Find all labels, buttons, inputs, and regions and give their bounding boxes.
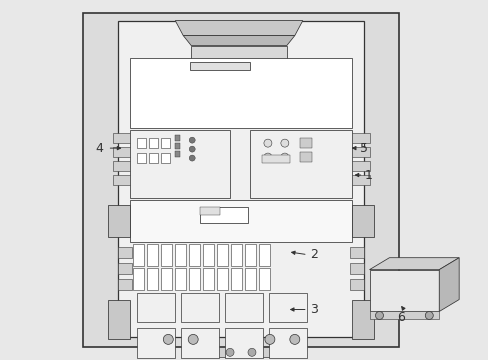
- Bar: [190, 62, 249, 71]
- Circle shape: [189, 137, 195, 143]
- Bar: [147, 244, 158, 266]
- Bar: [181, 293, 219, 323]
- Bar: [349, 279, 363, 289]
- Bar: [349, 263, 363, 274]
- Circle shape: [189, 155, 195, 161]
- Circle shape: [280, 153, 288, 161]
- Bar: [161, 268, 172, 289]
- Bar: [175, 151, 180, 157]
- Bar: [147, 268, 158, 289]
- Bar: [82, 13, 399, 347]
- Circle shape: [425, 311, 432, 319]
- Text: 3: 3: [309, 303, 317, 316]
- Bar: [175, 268, 186, 289]
- Circle shape: [247, 348, 255, 356]
- Bar: [118, 263, 132, 274]
- Bar: [205, 347, 276, 357]
- Bar: [259, 268, 269, 289]
- Bar: [244, 268, 255, 289]
- Bar: [349, 247, 363, 258]
- Bar: [161, 244, 172, 266]
- Bar: [137, 293, 175, 323]
- Bar: [149, 138, 158, 148]
- Bar: [133, 268, 144, 289]
- Bar: [118, 21, 363, 337]
- Bar: [351, 175, 369, 185]
- Bar: [137, 153, 146, 163]
- Bar: [161, 138, 170, 148]
- Polygon shape: [175, 21, 302, 36]
- Bar: [112, 147, 130, 157]
- Bar: [351, 300, 374, 339]
- Bar: [369, 270, 438, 311]
- Bar: [262, 155, 289, 163]
- Bar: [175, 143, 180, 149]
- Circle shape: [375, 311, 383, 319]
- Text: 1: 1: [364, 168, 372, 181]
- Bar: [369, 311, 438, 319]
- Bar: [137, 138, 146, 148]
- Circle shape: [163, 334, 173, 345]
- Bar: [130, 130, 229, 198]
- Bar: [203, 244, 214, 266]
- Bar: [224, 293, 263, 323]
- Polygon shape: [438, 258, 458, 311]
- Bar: [200, 207, 220, 215]
- Bar: [189, 268, 200, 289]
- Bar: [200, 207, 247, 223]
- Bar: [224, 328, 263, 358]
- Bar: [249, 130, 351, 198]
- Bar: [244, 244, 255, 266]
- Circle shape: [188, 334, 198, 345]
- Circle shape: [225, 348, 234, 356]
- Bar: [118, 279, 132, 289]
- Bar: [137, 328, 175, 358]
- Bar: [268, 293, 306, 323]
- Circle shape: [264, 153, 271, 161]
- Bar: [161, 153, 170, 163]
- Bar: [191, 45, 286, 59]
- Bar: [259, 244, 269, 266]
- Bar: [107, 205, 130, 237]
- Bar: [133, 244, 144, 266]
- Circle shape: [289, 334, 299, 345]
- Circle shape: [264, 334, 274, 345]
- Bar: [268, 328, 306, 358]
- Bar: [351, 133, 369, 143]
- Bar: [189, 244, 200, 266]
- Text: 6: 6: [397, 311, 405, 324]
- Text: 2: 2: [309, 248, 317, 261]
- Bar: [351, 147, 369, 157]
- Bar: [217, 268, 227, 289]
- Bar: [351, 161, 369, 171]
- Text: 4: 4: [95, 141, 103, 155]
- Bar: [112, 161, 130, 171]
- Bar: [203, 268, 214, 289]
- Bar: [130, 200, 351, 242]
- Bar: [175, 244, 186, 266]
- Polygon shape: [183, 36, 294, 45]
- Bar: [112, 175, 130, 185]
- Polygon shape: [369, 258, 458, 270]
- Bar: [112, 133, 130, 143]
- Circle shape: [280, 139, 288, 147]
- Text: 5: 5: [359, 141, 367, 155]
- Bar: [130, 58, 351, 128]
- Bar: [118, 247, 132, 258]
- Bar: [149, 153, 158, 163]
- Circle shape: [264, 139, 271, 147]
- Bar: [230, 268, 242, 289]
- Bar: [217, 244, 227, 266]
- Bar: [299, 138, 311, 148]
- Bar: [299, 152, 311, 162]
- Bar: [230, 244, 242, 266]
- Bar: [175, 135, 180, 141]
- Circle shape: [189, 146, 195, 152]
- Bar: [107, 300, 130, 339]
- Bar: [181, 328, 219, 358]
- Bar: [351, 205, 374, 237]
